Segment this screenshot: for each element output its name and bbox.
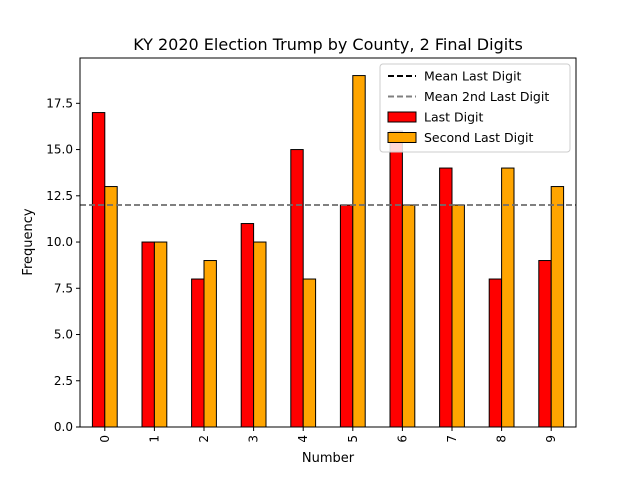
bar-last-digit-3 — [240, 223, 255, 428]
y-tick-label: 5.0 — [54, 328, 73, 342]
legend-label-last-digit: Last Digit — [424, 110, 484, 125]
y-tick-label: 15.0 — [46, 143, 73, 157]
y-tick-label: 0.0 — [54, 420, 73, 434]
bar-last-digit-4 — [290, 149, 304, 428]
bar-second-last-digit-8 — [501, 167, 515, 428]
bar-last-digit-7 — [439, 167, 453, 428]
y-tick-label: 12.5 — [46, 189, 73, 203]
legend: Mean Last Digit Mean 2nd Last Digit Last D… — [379, 63, 571, 153]
bar-second-last-digit-6 — [401, 204, 416, 428]
bar-last-digit-6 — [389, 130, 403, 428]
x-tick-label: 3 — [247, 435, 261, 443]
bar-second-last-digit-5 — [352, 75, 366, 428]
bar-last-digit-8 — [488, 278, 503, 428]
bar-second-last-digit-7 — [451, 204, 465, 428]
x-tick-label: 7 — [445, 435, 459, 443]
x-tick-label: 2 — [197, 435, 211, 443]
bar-last-digit-2 — [191, 278, 205, 428]
y-tick-label: 17.5 — [46, 96, 73, 110]
legend-swatch-last-digit — [387, 111, 417, 123]
legend-label-second-last-digit: Second Last Digit — [424, 130, 533, 145]
x-tick-label: 8 — [495, 435, 509, 443]
bar-last-digit-0 — [91, 112, 106, 428]
legend-box — [379, 63, 571, 153]
legend-swatch-second-last-digit — [387, 132, 417, 143]
bar-second-last-digit-2 — [203, 260, 217, 428]
x-tick-label: 6 — [395, 435, 409, 443]
bar-last-digit-9 — [538, 260, 552, 428]
bar-second-last-digit-0 — [104, 186, 118, 428]
bar-second-last-digit-3 — [253, 241, 267, 428]
x-tick-label: 9 — [544, 435, 558, 443]
legend-label-mean-2nd-last-digit: Mean 2nd Last Digit — [424, 89, 549, 104]
y-axis: 0.0 2.5 5.0 7.5 10.0 12.5 15.0 17.5 — [46, 96, 80, 434]
chart-title: KY 2020 Election Trump by County, 2 Fina… — [133, 35, 523, 54]
bar-second-last-digit-9 — [550, 186, 565, 428]
y-tick-label: 10.0 — [46, 235, 73, 249]
x-axis-label: Number — [302, 451, 355, 466]
y-tick-label: 7.5 — [54, 281, 73, 295]
x-tick-label: 1 — [147, 435, 161, 443]
bar-last-digit-1 — [141, 241, 155, 428]
legend-label-mean-last-digit: Mean Last Digit — [424, 69, 522, 84]
bar-second-last-digit-1 — [153, 241, 168, 428]
x-tick-label: 0 — [98, 435, 112, 443]
bar-second-last-digit-4 — [302, 278, 317, 428]
x-axis: 0 1 2 3 4 5 6 7 8 9 — [98, 427, 558, 443]
x-tick-label: 4 — [296, 435, 310, 443]
y-axis-label: Frequency — [21, 208, 36, 275]
y-tick-label: 2.5 — [54, 374, 73, 388]
x-tick-label: 5 — [346, 435, 360, 443]
bar-last-digit-5 — [339, 204, 354, 428]
